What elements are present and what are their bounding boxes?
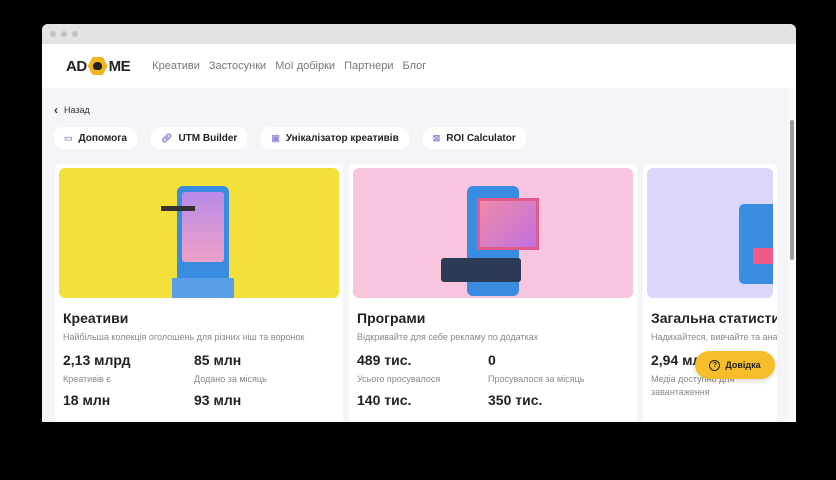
card-title: Креативи — [63, 310, 129, 326]
chevron-left-icon: ‹ — [54, 103, 58, 117]
link-icon: 🔗︎ — [161, 132, 173, 143]
card-title: Загальна статистика — [651, 310, 777, 326]
nav-partners[interactable]: Партнери — [344, 60, 394, 72]
statistics-illustration — [647, 168, 773, 298]
stat-value: 489 тис. — [357, 352, 412, 368]
chat-icon: ▭ — [64, 132, 73, 143]
scrollbar[interactable] — [788, 88, 796, 422]
stat-value: 350 тис. — [488, 392, 543, 408]
calculator-icon: ⊠ — [432, 132, 441, 143]
maximize-dot[interactable] — [72, 31, 78, 37]
tool-roi-calculator[interactable]: ⊠ ROI Calculator — [422, 127, 526, 149]
tool-help[interactable]: ▭ Допомога — [54, 127, 137, 149]
tool-uniqualizer[interactable]: ▣ Унікалізатор креативів — [261, 127, 409, 149]
logo-text: ME — [108, 57, 131, 75]
stat-value: 85 млн — [194, 352, 242, 368]
minimize-dot[interactable] — [61, 31, 67, 37]
stat-value: 18 млн — [63, 392, 111, 408]
stat-label: Креативів є — [63, 374, 111, 384]
scrollbar-thumb[interactable] — [790, 120, 794, 260]
card-subtitle: Відкривайте для себе рекламу по додатках — [357, 332, 539, 342]
stat-value: 2,13 млрд — [63, 352, 131, 368]
stat-label: Просувалося за місяць — [488, 374, 585, 384]
logo-hex-icon — [87, 57, 108, 75]
nav-collections[interactable]: Мої добірки — [275, 60, 336, 72]
card-creatives[interactable]: Креативи Найбільша колекція оголошень дл… — [55, 164, 343, 422]
tool-label: Унікалізатор креативів — [285, 132, 399, 144]
help-button[interactable]: ? Довідка — [695, 351, 775, 379]
card-title: Програми — [357, 310, 426, 326]
nav-creatives[interactable]: Креативи — [152, 60, 200, 72]
title-bar — [42, 24, 796, 44]
nav-blog[interactable]: Блог — [402, 60, 427, 72]
tool-label: UTM Builder — [178, 132, 238, 144]
card-statistics[interactable]: Загальна статистика Надихайтеся, вивчайт… — [643, 164, 777, 422]
top-nav: AD ME Креативи Застосунки Мої добірки Пар… — [42, 44, 796, 88]
tool-utm-builder[interactable]: 🔗︎ UTM Builder — [151, 127, 248, 149]
stat-value: 0 — [488, 352, 496, 368]
browser-window: AD ME Креативи Застосунки Мої добірки Пар… — [42, 24, 796, 422]
stat-label: Усього просувалося — [357, 374, 441, 384]
tool-label: ROI Calculator — [446, 132, 516, 144]
apps-illustration — [353, 168, 633, 298]
tool-label: Допомога — [78, 132, 127, 144]
card-apps[interactable]: Програми Відкривайте для себе рекламу по… — [349, 164, 637, 422]
card-subtitle: Найбільша колекція оголошень для різних … — [63, 332, 305, 342]
logo-text: AD — [66, 57, 87, 75]
help-label: Довідка — [725, 360, 761, 370]
stat-label: Додано за місяць — [194, 374, 267, 384]
logo[interactable]: AD ME — [66, 56, 131, 76]
close-dot[interactable] — [50, 31, 56, 37]
monitor-icon: ▣ — [271, 132, 280, 143]
question-icon: ? — [709, 359, 721, 371]
creatives-illustration — [59, 168, 339, 298]
back-label: Назад — [64, 105, 90, 115]
card-subtitle: Надихайтеся, вивчайте та аналізуйте — [651, 332, 777, 342]
stat-label: Медіа доступно для завантаження — [651, 374, 735, 397]
stat-value: 140 тис. — [357, 392, 412, 408]
stat-value: 93 млн — [194, 392, 242, 408]
nav-apps[interactable]: Застосунки — [208, 60, 267, 72]
back-link[interactable]: ‹ Назад — [54, 103, 90, 117]
